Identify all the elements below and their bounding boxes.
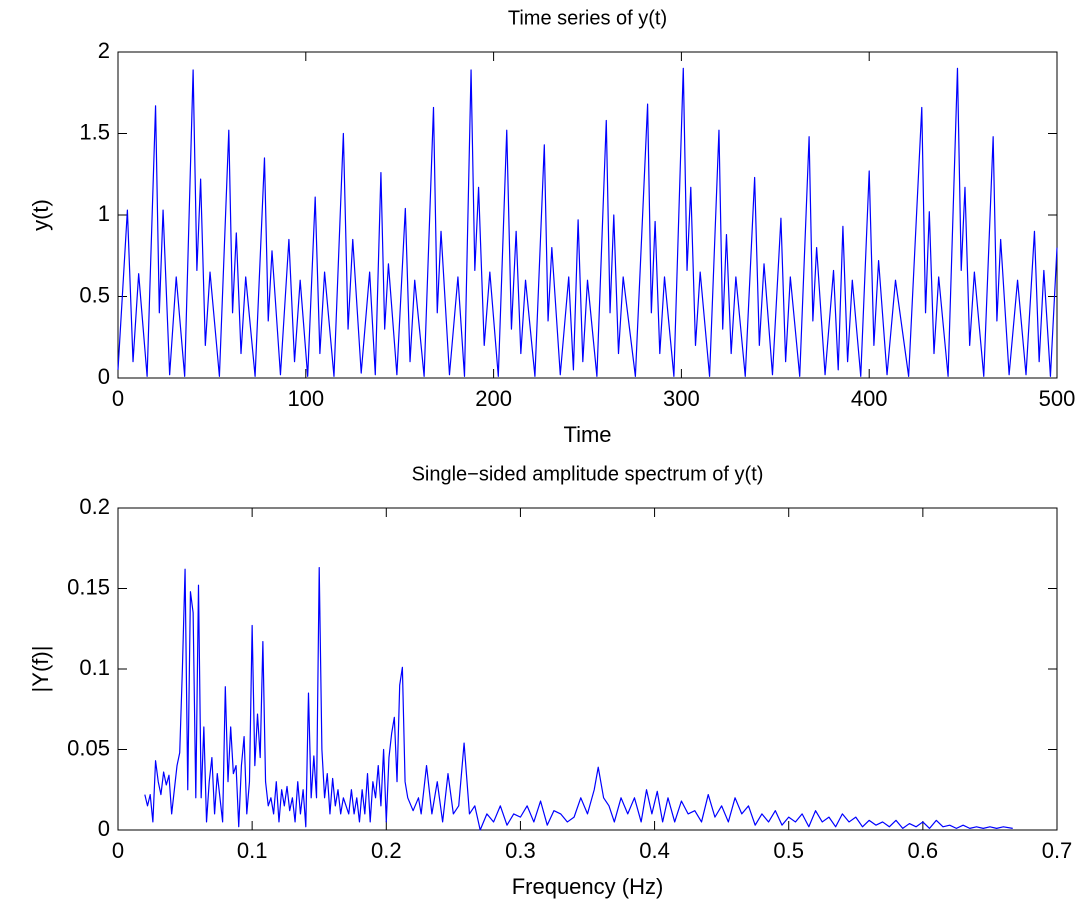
x-tick-label: 0.4	[639, 838, 670, 863]
y-axis-label: |Y(f)|	[28, 646, 53, 693]
y-tick-label: 0	[98, 816, 110, 841]
x-tick-label: 500	[1039, 386, 1076, 411]
x-axis-label: Time	[563, 422, 611, 447]
y-tick-label: 0.1	[79, 655, 110, 680]
plot-frame	[117, 507, 1058, 831]
x-tick-label: 0	[112, 386, 124, 411]
y-tick-label: 1	[98, 201, 110, 226]
y-tick-label: 0.05	[67, 735, 110, 760]
y-tick-label: 0.2	[79, 494, 110, 519]
x-tick-label: 200	[475, 386, 512, 411]
data-line	[144, 566, 1013, 831]
x-tick-label: 100	[287, 386, 324, 411]
chart-title: Single−sided amplitude spectrum of y(t)	[412, 463, 764, 485]
chart-title: Time series of y(t)	[508, 7, 667, 29]
x-tick-label: 0.1	[237, 838, 268, 863]
x-axis-label: Frequency (Hz)	[512, 874, 664, 899]
y-tick-label: 1.5	[79, 119, 110, 144]
data-line	[117, 67, 1058, 377]
x-tick-label: 0.6	[908, 838, 939, 863]
y-tick-label: 0.15	[67, 574, 110, 599]
y-axis-label: y(t)	[28, 199, 53, 231]
x-tick-label: 0	[112, 838, 124, 863]
y-tick-label: 2	[98, 38, 110, 63]
x-tick-label: 0.2	[371, 838, 402, 863]
y-tick-label: 0	[98, 364, 110, 389]
x-tick-label: 0.3	[505, 838, 536, 863]
y-tick-label: 0.5	[79, 282, 110, 307]
x-tick-label: 400	[851, 386, 888, 411]
x-tick-label: 0.5	[773, 838, 804, 863]
x-tick-label: 300	[663, 386, 700, 411]
x-tick-label: 0.7	[1042, 838, 1073, 863]
